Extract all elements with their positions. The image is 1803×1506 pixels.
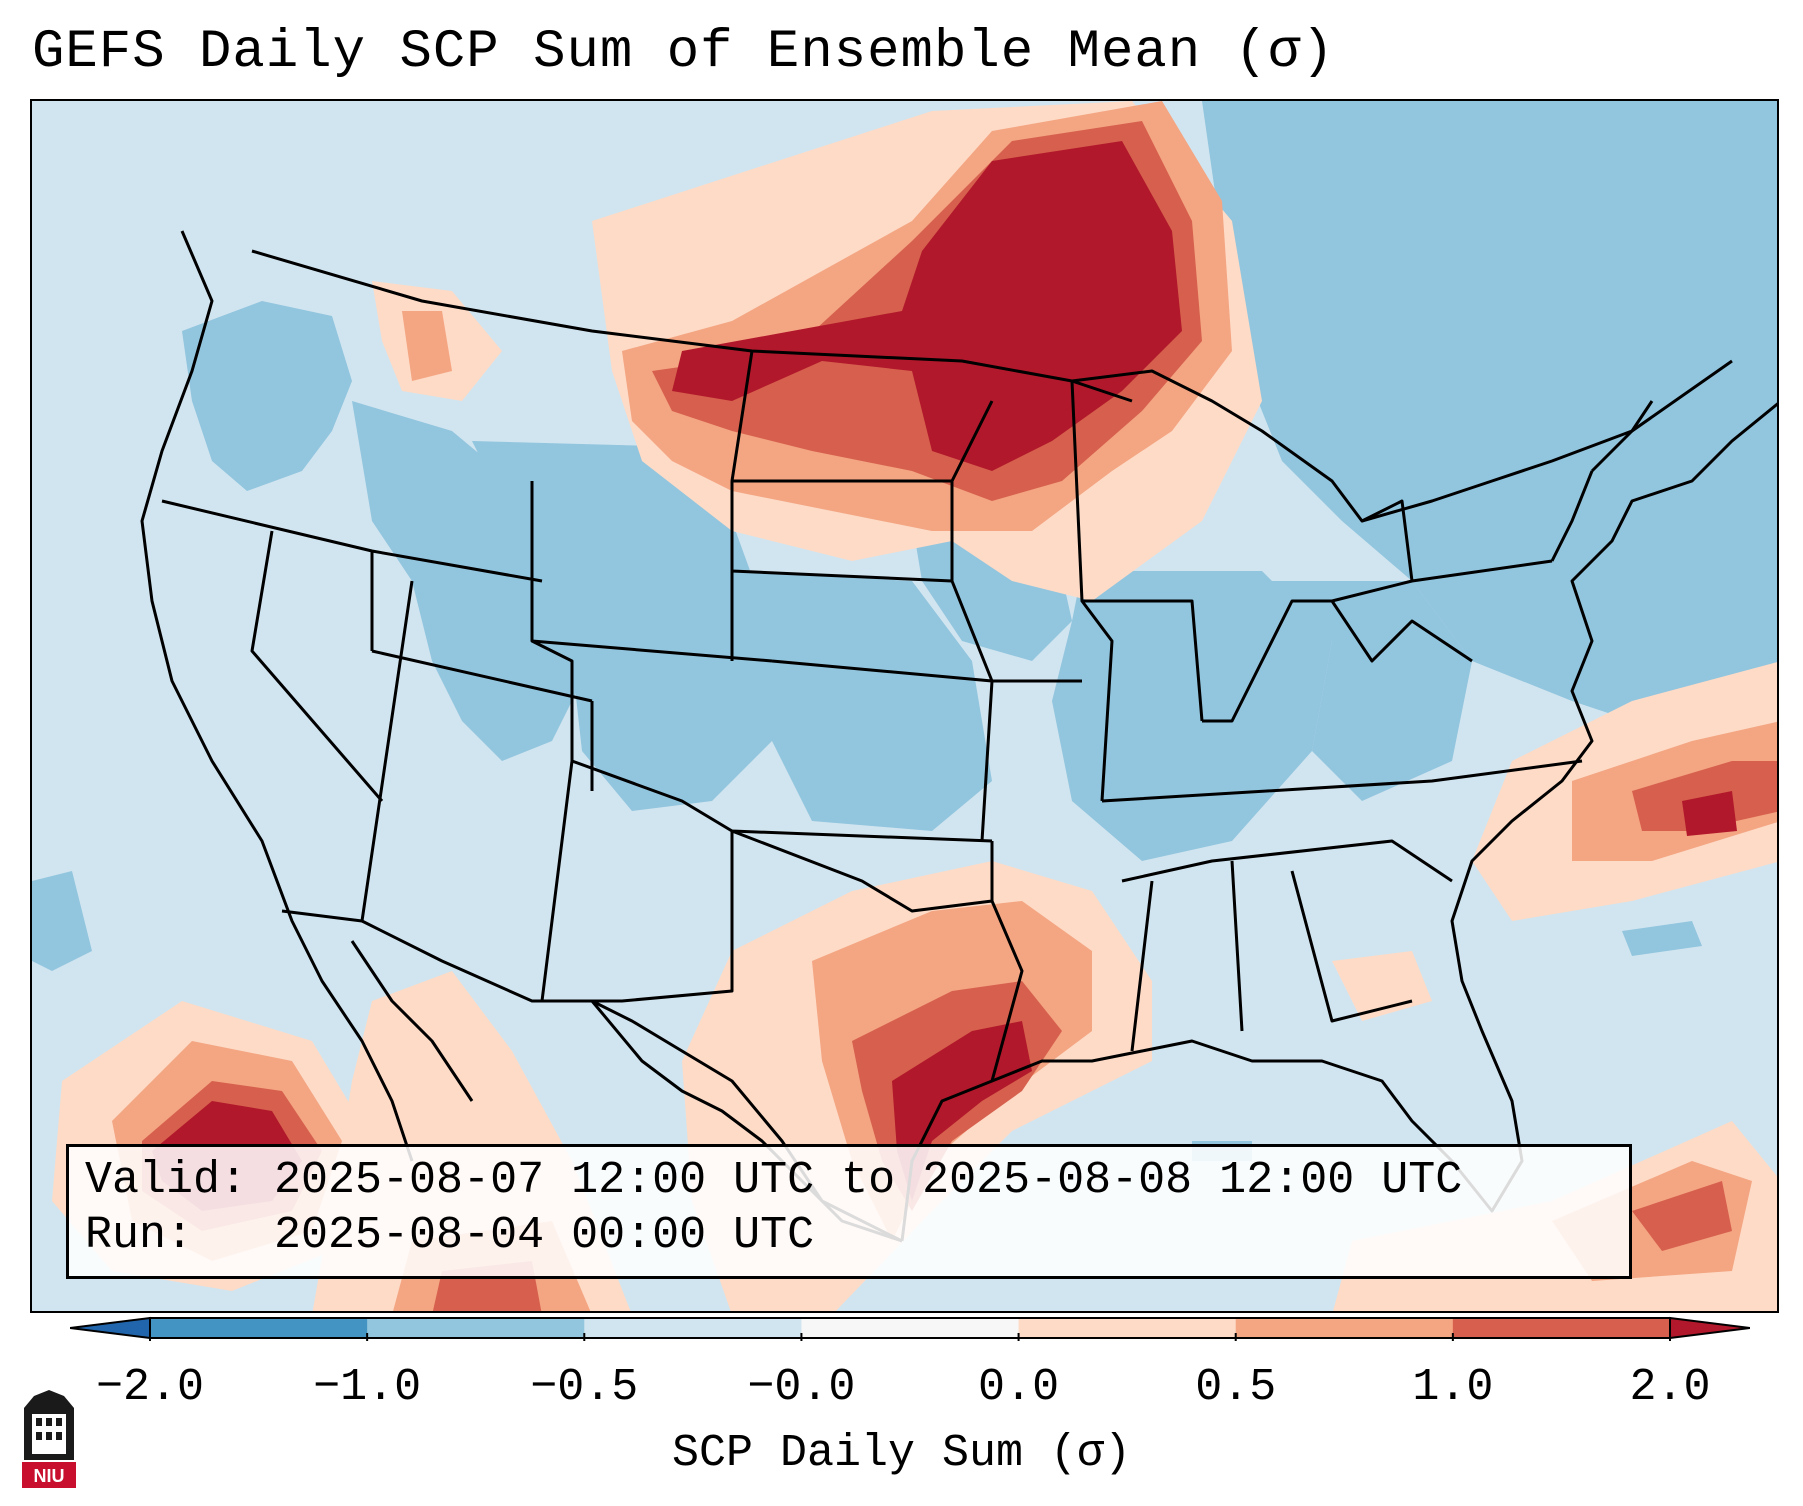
colorbar-extend-low xyxy=(70,1316,151,1340)
colorbar-label: SCP Daily Sum (σ) xyxy=(671,1428,1132,1479)
anomaly-region-idaho-moderate xyxy=(402,311,452,381)
colorbar-outline xyxy=(149,1317,1671,1339)
colorbar-tick-label: −0.0 xyxy=(747,1362,856,1413)
colorbar-segment xyxy=(1018,1318,1237,1338)
anomaly-region-atlantic-strong xyxy=(1632,761,1777,831)
colorbar-tick-label: 0.0 xyxy=(978,1362,1060,1413)
logo-text: NIU xyxy=(34,1466,65,1486)
map-panel xyxy=(30,99,1779,1313)
colorbar-tick-label: −0.5 xyxy=(530,1362,639,1413)
niu-logo: NIU xyxy=(22,1390,76,1488)
anomaly-region-wyoming-colorado xyxy=(472,441,772,811)
anomaly-region-georgia-weak xyxy=(1332,951,1432,1021)
map-canvas xyxy=(32,101,1777,1311)
map-boundaries xyxy=(140,230,1777,1243)
colorbar-segment xyxy=(150,1318,368,1338)
colorbar-extend-high xyxy=(1669,1316,1750,1340)
colorbar-tick-label: −1.0 xyxy=(313,1362,422,1413)
chart-title: GEFS Daily SCP Sum of Ensemble Mean (σ) xyxy=(32,22,1335,83)
colorbar xyxy=(70,1316,1750,1341)
colorbar-tick-label: 0.5 xyxy=(1195,1362,1277,1413)
anomaly-region-mid-atlantic xyxy=(1252,581,1472,801)
colorbar-segment xyxy=(1235,1318,1454,1338)
colorbar-tick-label: 1.0 xyxy=(1412,1362,1494,1413)
anomaly-region-central-plains xyxy=(732,571,992,831)
colorbar-tick-label: −2.0 xyxy=(95,1362,205,1413)
anomaly-region-minnesota-max xyxy=(672,141,1182,471)
colorbar-segment xyxy=(367,1318,585,1338)
state-lines-east xyxy=(950,380,1654,1052)
negative-anomaly-regions xyxy=(32,101,1777,1161)
anomaly-region-atlantic-small xyxy=(1622,921,1702,956)
anomaly-region-atlantic-max xyxy=(1682,791,1737,836)
anomaly-region-caribbean-strong xyxy=(1632,1181,1732,1251)
colorbar-tick-label: 2.0 xyxy=(1629,1362,1711,1413)
anomaly-region-ohio-valley xyxy=(1052,571,1332,861)
state-lines-west xyxy=(161,481,993,1003)
colorbar-ticks xyxy=(149,1333,1671,1341)
valid-run-info-box: Valid: 2025-08-07 12:00 UTC to 2025-08-0… xyxy=(66,1144,1632,1279)
colorbar-segment xyxy=(584,1318,802,1338)
anomaly-region-northwest xyxy=(182,301,352,491)
valid-time-text: Valid: 2025-08-07 12:00 UTC to 2025-08-0… xyxy=(85,1155,1463,1206)
anomaly-region-mexico-west xyxy=(32,871,92,971)
colorbar-segment xyxy=(1452,1318,1671,1338)
anomaly-region-northeast xyxy=(1202,101,1777,721)
colorbar-segment xyxy=(801,1318,1020,1338)
coastline-us xyxy=(140,230,1777,1243)
anomaly-region-great-basin xyxy=(352,401,592,761)
run-time-text: Run: 2025-08-04 00:00 UTC xyxy=(85,1210,815,1261)
colorbar-segments xyxy=(70,1316,1750,1340)
